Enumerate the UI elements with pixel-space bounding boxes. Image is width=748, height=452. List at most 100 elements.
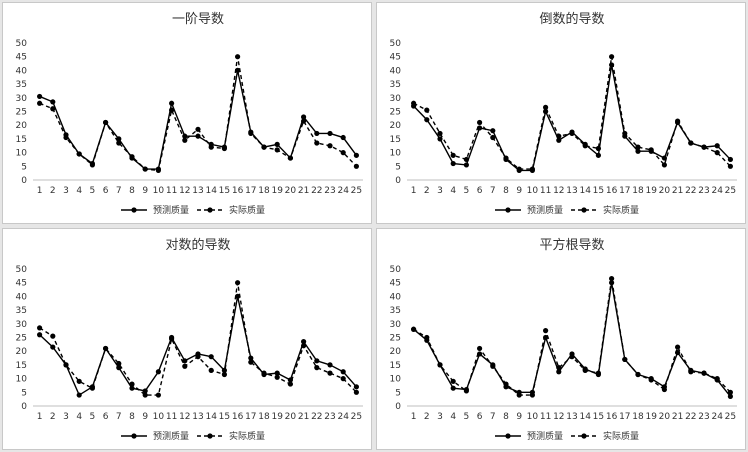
data-point [182, 137, 188, 143]
data-point [287, 155, 293, 161]
x-tick-label: 24 [711, 186, 723, 196]
x-tick-label: 9 [142, 412, 148, 422]
x-tick-label: 22 [685, 412, 696, 422]
x-tick-label: 18 [632, 412, 644, 422]
data-point [340, 376, 346, 382]
x-tick-label: 1 [411, 186, 417, 196]
data-point [103, 345, 109, 352]
x-tick-label: 24 [337, 412, 349, 422]
data-point [661, 162, 667, 168]
x-tick-label: 22 [311, 186, 322, 196]
x-tick-label: 3 [437, 412, 443, 422]
y-tick-label: 40 [390, 66, 402, 76]
data-point [169, 336, 175, 342]
data-point [314, 130, 320, 137]
data-point [116, 140, 122, 146]
x-tick-label: 10 [527, 412, 539, 422]
x-tick-label: 3 [63, 412, 69, 422]
y-tick-label: 10 [16, 149, 28, 159]
data-point [195, 126, 201, 132]
x-tick-label: 19 [271, 186, 283, 196]
x-tick-label: 14 [205, 186, 217, 196]
x-tick-label: 16 [232, 412, 244, 422]
y-tick-label: 30 [390, 320, 402, 330]
x-tick-label: 11 [166, 412, 177, 422]
x-tick-label: 3 [437, 186, 443, 196]
data-point [463, 162, 469, 168]
data-point [314, 365, 320, 371]
data-point [327, 143, 333, 149]
x-tick-label: 21 [298, 412, 309, 422]
x-tick-label: 3 [63, 186, 69, 196]
series-line-actual [39, 282, 357, 396]
y-tick-label: 35 [16, 80, 27, 90]
y-tick-label: 25 [390, 108, 401, 118]
y-tick-label: 20 [16, 121, 28, 131]
data-point [609, 275, 615, 282]
data-point [37, 100, 43, 106]
y-tick-label: 5 [21, 162, 27, 172]
x-tick-label: 2 [50, 412, 56, 422]
data-point [235, 293, 241, 299]
data-point [490, 134, 496, 141]
x-tick-label: 8 [503, 412, 509, 422]
data-point [76, 378, 82, 384]
data-point [89, 162, 95, 168]
data-point [327, 130, 333, 137]
y-tick-label: 5 [395, 162, 401, 172]
data-point [477, 119, 483, 126]
data-point [129, 385, 135, 391]
chart-panel-sqrt-derivative: 平方根导数 0 5 10 15 20 25 30 35 40 45 50 1 2 3 4 5 6 7 8 9 10 11 12… [376, 228, 746, 450]
data-point [411, 326, 417, 332]
x-tick-label: 6 [103, 412, 109, 422]
x-tick-label: 2 [50, 186, 56, 196]
data-point [301, 114, 307, 120]
chart-title: 平方根导数 [539, 237, 604, 253]
data-point [103, 119, 109, 126]
x-tick-label: 20 [659, 186, 671, 196]
data-point [340, 150, 346, 156]
legend-label: 实际质量 [229, 430, 265, 442]
x-tick-label: 11 [540, 186, 551, 196]
data-point [714, 376, 720, 382]
x-tick-label: 14 [205, 412, 217, 422]
data-point [261, 370, 267, 376]
legend-label: 实际质量 [603, 430, 639, 442]
data-point [142, 388, 148, 394]
legend-marker [131, 433, 137, 439]
data-point [727, 156, 733, 163]
data-point [661, 386, 667, 393]
x-tick-label: 1 [411, 412, 417, 422]
data-point [477, 345, 483, 352]
x-tick-label: 8 [503, 186, 509, 196]
y-tick-label: 40 [16, 292, 28, 302]
x-tick-label: 1 [37, 186, 43, 196]
x-tick-label: 18 [258, 186, 270, 196]
x-tick-label: 23 [324, 412, 335, 422]
data-point [556, 369, 562, 375]
data-point [353, 384, 359, 390]
x-tick-label: 13 [192, 412, 203, 422]
y-tick-label: 40 [16, 66, 28, 76]
data-point [76, 392, 82, 398]
data-point [622, 356, 628, 363]
chart-title: 对数的导数 [165, 237, 230, 253]
data-point [727, 163, 733, 169]
data-point [582, 143, 588, 149]
x-tick-label: 25 [725, 186, 736, 196]
data-point [50, 99, 56, 105]
x-tick-label: 2 [424, 186, 430, 196]
x-tick-label: 18 [258, 412, 270, 422]
legend-marker [505, 433, 511, 439]
x-tick-label: 4 [450, 186, 456, 196]
data-point [274, 147, 280, 153]
data-point [424, 117, 430, 123]
data-point [727, 389, 733, 395]
x-tick-label: 16 [606, 186, 618, 196]
data-point [63, 362, 69, 368]
data-point [635, 148, 641, 154]
x-tick-label: 17 [619, 186, 630, 196]
x-tick-label: 4 [76, 186, 82, 196]
